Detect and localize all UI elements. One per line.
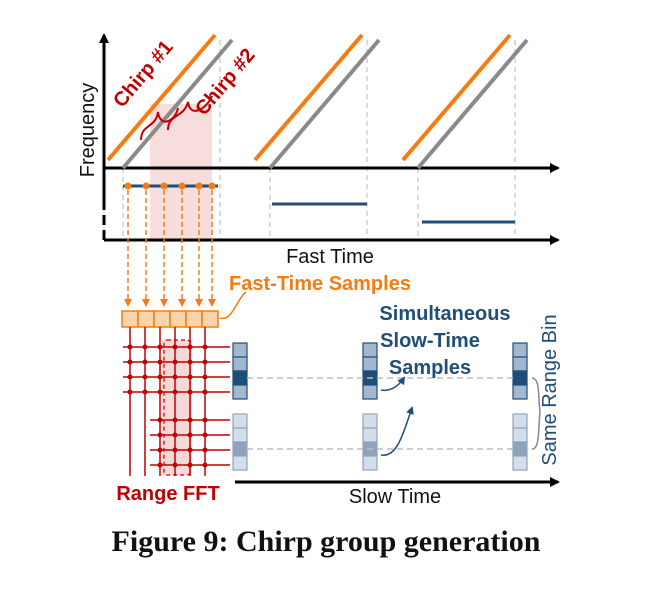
chirp-ramp-tx-2 xyxy=(253,33,364,162)
chirp-ramps xyxy=(106,33,529,170)
chirp-braces xyxy=(140,95,213,141)
chirp-ramp-rx-3 xyxy=(416,38,529,170)
simultaneous-label-line-2: Slow-Time xyxy=(380,330,480,352)
frequency-axis: Frequency xyxy=(77,33,109,240)
range-bin-column-2 xyxy=(362,342,378,471)
simultaneous-label-line-3: Samples xyxy=(389,357,471,379)
range-fft-nodes xyxy=(127,344,208,468)
fast-time-sample-buffer xyxy=(121,310,219,328)
chirp-ramp-rx-1 xyxy=(121,38,234,170)
sample-transfer-arrows xyxy=(124,190,216,307)
same-range-bin-brace xyxy=(531,377,541,450)
simultaneous-pointer-arrows xyxy=(380,376,414,456)
chirp-ramp-tx-3 xyxy=(401,33,512,162)
range-bin-column-3 xyxy=(512,342,528,471)
range-bin-column-1 xyxy=(232,342,248,471)
range-fft-label: Range FFT xyxy=(116,483,219,505)
slow-time-axis-label: Slow Time xyxy=(349,486,441,508)
figure-caption: Figure 9: Chirp group generation xyxy=(111,525,541,558)
range-fft-grid xyxy=(123,327,230,476)
buffer-to-label-arrow xyxy=(219,291,247,320)
chirp-1-label: Chirp #1 xyxy=(109,36,177,111)
same-range-bin-label: Same Range Bin xyxy=(539,314,561,465)
simultaneous-label-line-1: Simultaneous xyxy=(379,303,510,325)
chirp-ramp-tx-1 xyxy=(106,33,217,162)
chirp-boundary-guides xyxy=(122,40,516,240)
chirp-ramp-rx-2 xyxy=(268,38,381,170)
fast-time-axis-label: Fast Time xyxy=(286,246,374,268)
chirp-2-label: Chirp #2 xyxy=(191,44,259,119)
fast-time-samples-label: Fast-Time Samples xyxy=(229,273,411,295)
fast-time-sample-dots xyxy=(124,182,216,190)
range-bin-selection xyxy=(163,339,191,476)
frequency-axis-label: Frequency xyxy=(77,83,99,178)
same-bin-connectors xyxy=(247,377,513,450)
